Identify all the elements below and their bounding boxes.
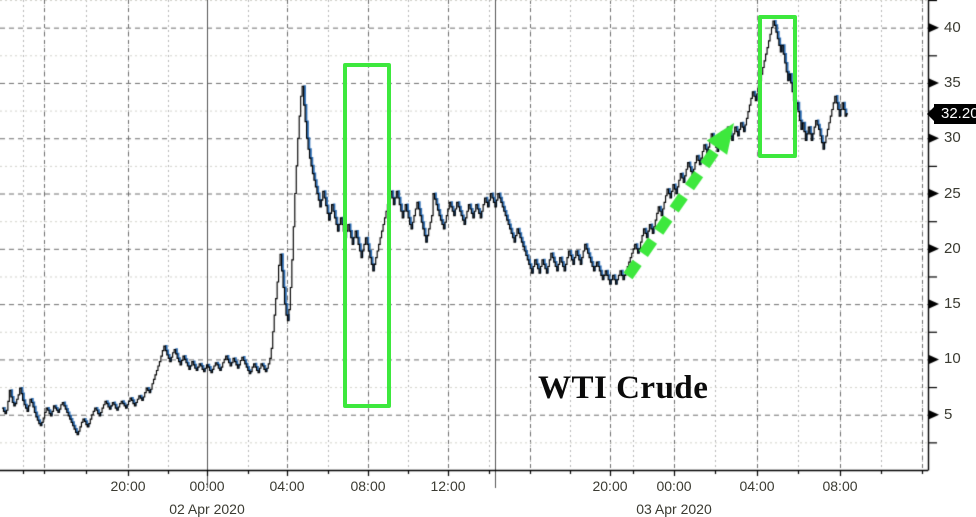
highlight-box-spike-1 [343,63,391,408]
highlight-box-spike-2 [758,15,797,158]
last-price-badge: 32.20 [934,103,976,124]
chart-title: WTI Crude [538,370,709,406]
x-tick-label-1: 00:00 [189,478,225,494]
y-tick-label-10: 10 [944,350,961,368]
y-tick-label-25: 25 [944,184,961,202]
y-tick-label-35: 35 [944,73,961,91]
y-tick-label-30: 30 [944,129,961,147]
x-tick-label-3: 08:00 [350,478,386,494]
y-tick-label-5: 5 [944,405,953,423]
x-day-label-1: 03 Apr 2020 [636,501,712,517]
x-day-label-0: 02 Apr 2020 [169,501,245,517]
x-tick-label-2: 04:00 [269,478,305,494]
x-tick-label-7: 04:00 [739,478,775,494]
x-tick-label-8: 08:00 [822,478,858,494]
x-tick-label-6: 00:00 [656,478,692,494]
y-tick-label-20: 20 [944,239,961,257]
y-tick-label-15: 15 [944,295,961,313]
x-tick-label-5: 20:00 [592,478,628,494]
x-tick-label-4: 12:00 [430,478,466,494]
y-tick-label-40: 40 [944,18,961,36]
x-tick-label-0: 20:00 [110,478,146,494]
